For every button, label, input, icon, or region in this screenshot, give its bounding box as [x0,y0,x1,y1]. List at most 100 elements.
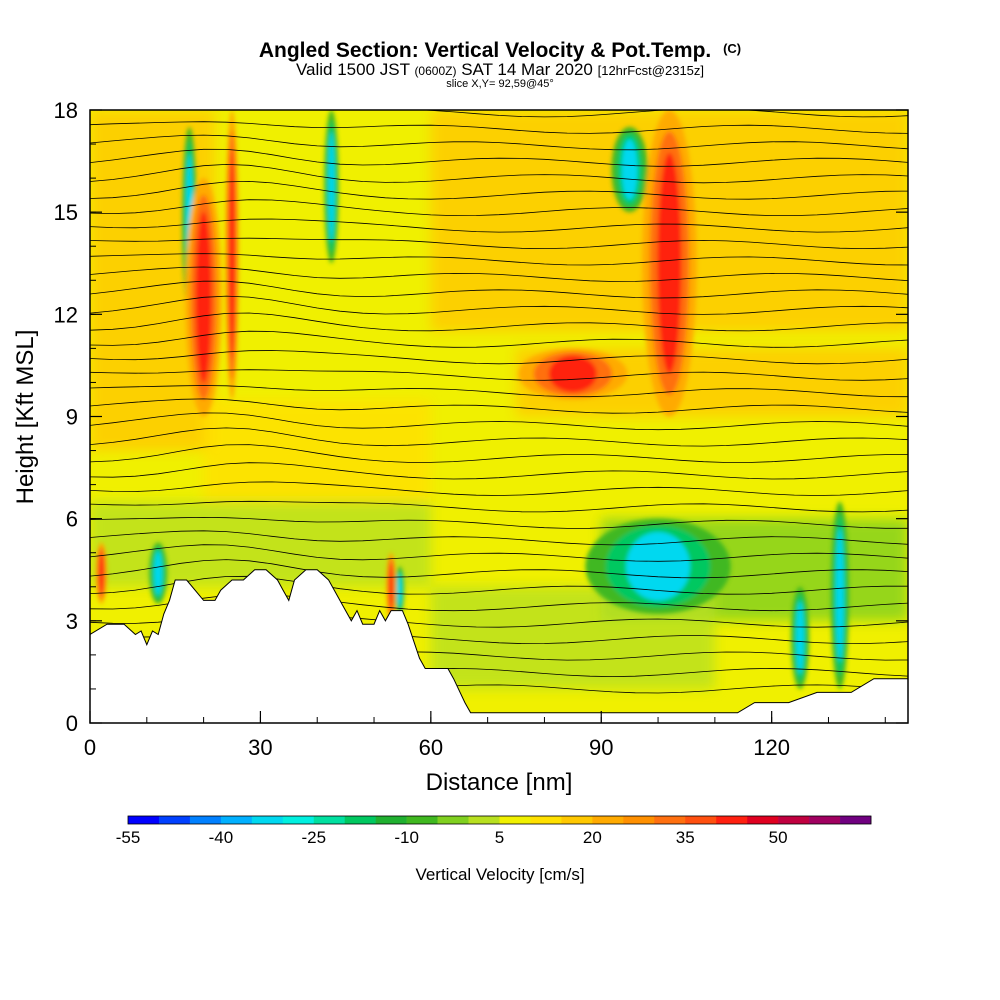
updraft-core-3-layer-2 [548,355,597,393]
y-tick-label-6: 18 [54,98,78,123]
downdraft-core-2-layer-2 [397,573,402,608]
colorbar-swatch-6 [313,816,346,824]
isentrope-30 [90,180,908,200]
isentrope-31 [90,163,908,184]
forecast-info: [12hrFcst@2315z] [598,63,704,78]
isentrope-32 [90,148,908,167]
colorbar-swatch-22 [809,816,841,824]
colorbar-label-7: 50 [769,828,788,847]
colorbar-swatch-4 [251,816,284,824]
colorbar-title: Vertical Velocity [cm/s] [415,865,584,884]
colorbar-label-4: 5 [495,828,504,847]
isentrope-17 [90,398,908,414]
isentrope-34 [90,121,908,134]
colorbar-swatch-16 [623,816,655,824]
y-tick-label-4: 12 [54,302,78,327]
chart-title: Angled Section: Vertical Velocity & Pot.… [259,39,741,62]
colorbar-swatch-8 [375,816,407,824]
isentrope-6 [90,575,908,595]
colorbar-swatch-23 [840,816,872,824]
isentrope-16 [90,412,908,431]
colorbar-swatch-20 [747,816,779,824]
isentrope-33 [90,134,908,151]
x-tick-label-3: 90 [589,735,613,760]
colorbar [127,815,872,825]
downdraft-core-1-layer-2 [328,131,335,242]
colorbar-swatch-10 [437,816,469,824]
updraft-core-0-layer-2 [229,150,236,359]
valid-prefix: Valid 1500 JST [296,60,410,79]
isentrope-15 [90,427,908,447]
x-tick-label-2: 60 [419,735,443,760]
isentrope-24 [90,280,908,299]
updraft-core-2-layer-2 [657,152,682,374]
x-tick-label-4: 120 [753,735,790,760]
colorbar-swatch-7 [344,816,376,824]
isentrope-29 [90,199,908,217]
y-tick-label-1: 3 [66,609,78,634]
y-tick-label-3: 9 [66,405,78,430]
colorbar-swatch-13 [530,816,562,824]
downdraft-core-4-layer-2 [626,532,691,601]
y-axis-label: Height [Kft MSL] [12,330,39,505]
isentrope-35 [418,110,908,118]
colorbar-swatch-19 [716,816,748,824]
updraft-core-4-layer-2 [388,562,394,612]
colorbar-label-0: -55 [116,828,141,847]
colorbar-label-5: 20 [583,828,602,847]
x-tick-label-1: 30 [248,735,272,760]
isentrope-22 [90,312,908,332]
colorbar-label-3: -10 [394,828,419,847]
isentrope-25 [90,266,908,282]
downdraft-core-7-layer-2 [621,138,638,201]
colorbar-swatch-2 [189,816,222,824]
y-tick-label-0: 0 [66,711,78,736]
colorbar-label-6: 35 [676,828,695,847]
isentrope-21 [90,330,908,348]
isentrope-23 [90,295,908,315]
colorbar-swatch-3 [220,816,253,824]
colorbar-label-1: -40 [209,828,234,847]
isentrope-12 [90,481,908,496]
downdraft-core-6-layer-2 [796,601,805,675]
downdraft-core-3-layer-2 [154,551,163,596]
isentrope-13 [90,462,908,480]
isentrope-28 [90,218,908,233]
slice-info: slice X,Y= 92,59@45° [446,78,554,90]
isentrope-18 [90,385,908,398]
colorbar-swatch-14 [561,816,593,824]
colorbar-swatch-0 [128,816,160,824]
chart-title-suffix: (C) [723,41,741,56]
isentrope-14 [90,444,908,463]
isentrope-20 [90,350,908,365]
x-tick-label-0: 0 [84,735,96,760]
colorbar-swatch-5 [282,816,315,824]
potential-temperature-isentropes [90,110,908,694]
colorbar-frame [127,815,872,825]
plot-area [90,110,908,723]
chart-valid-time: Valid 1500 JST (0600Z) SAT 14 Mar 2020 [… [296,60,704,79]
x-axis: 0 30 60 90 120 [84,711,886,760]
colorbar-swatch-21 [778,816,810,824]
colorbar-swatch-17 [654,816,686,824]
colorbar-swatch-12 [499,816,531,824]
colorbar-swatch-18 [685,816,717,824]
velocity-region-3 [203,399,431,502]
colorbar-ticks: -55 -40 -25 -10 5 20 35 50 [116,828,788,847]
isentrope-7 [90,559,908,579]
valid-date: SAT 14 Mar 2020 [461,60,593,79]
colorbar-label-2: -25 [301,828,326,847]
isentrope-26 [90,253,908,266]
isentrope-8 [90,544,908,562]
isentrope-10 [90,516,908,529]
colorbar-swatch-9 [406,816,438,824]
isentrope-19 [90,369,908,381]
colorbar-swatch-11 [468,816,500,824]
x-axis-label: Distance [nm] [426,769,573,796]
y-axis: 0 3 6 9 12 15 18 [54,98,908,736]
colorbar-swatch-1 [158,816,191,824]
velocity-field-cores [95,110,849,689]
updraft-core-1-layer-2 [98,551,104,596]
colorbar-swatch-15 [592,816,624,824]
